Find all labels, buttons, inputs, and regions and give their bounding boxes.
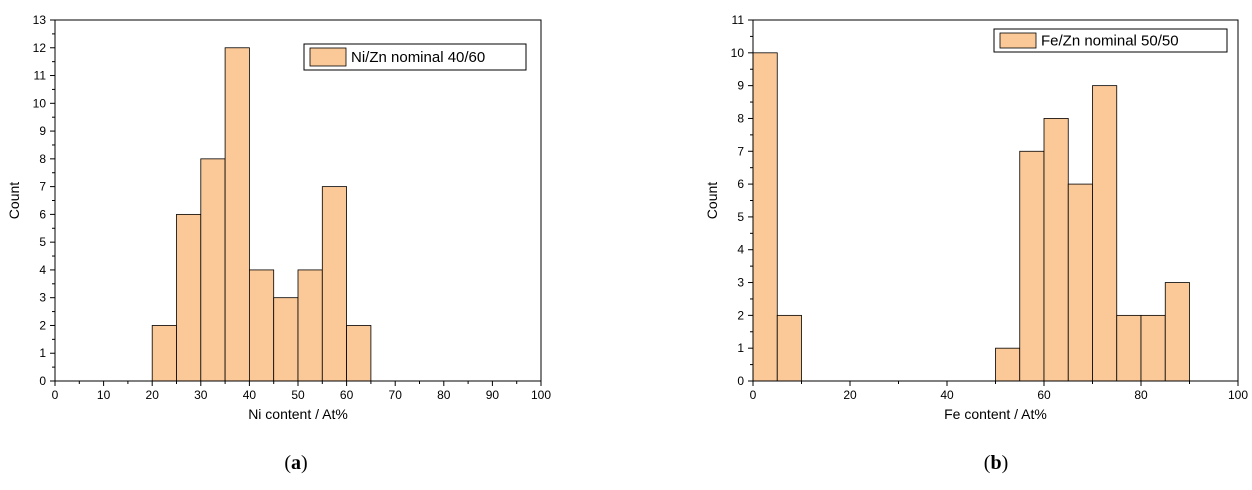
y-tick-label: 1 — [39, 346, 46, 360]
y-tick-label: 5 — [737, 210, 744, 224]
y-tick-label: 12 — [33, 41, 47, 55]
x-tick-label: 80 — [437, 388, 451, 402]
y-tick-label: 9 — [39, 124, 46, 138]
y-tick-label: 4 — [737, 243, 744, 257]
histogram-bar — [1140, 314, 1166, 382]
y-axis-label: Count — [6, 182, 22, 219]
legend-label: Ni/Zn nominal 40/60 — [351, 49, 485, 66]
x-tick-label: 20 — [843, 388, 857, 402]
y-tick-label: 11 — [732, 13, 745, 27]
y-tick-label: 5 — [39, 235, 46, 249]
histogram-bar — [776, 314, 802, 382]
y-tick-label: 0 — [39, 374, 46, 388]
legend-swatch — [999, 32, 1037, 49]
x-tick-label: 10 — [97, 388, 111, 402]
histogram-bar — [151, 325, 177, 382]
y-tick-label: 10 — [33, 96, 47, 110]
y-tick-label: 6 — [39, 207, 46, 221]
histogram-bar — [346, 325, 372, 382]
histogram-bar — [1067, 183, 1093, 382]
y-axis-label: Count — [704, 182, 720, 219]
y-tick-label: 4 — [39, 263, 46, 277]
x-axis-label: Ni content / At% — [248, 406, 348, 422]
y-tick-label: 7 — [737, 144, 744, 158]
y-tick-label: 3 — [737, 276, 744, 290]
y-tick-label: 1 — [737, 341, 744, 355]
histogram-bar — [200, 158, 226, 382]
y-tick-label: 8 — [737, 111, 744, 125]
panel-label-b: (b) — [983, 452, 1009, 474]
histogram-bar — [995, 347, 1021, 382]
histogram-bar — [1019, 150, 1045, 382]
y-tick-label: 10 — [731, 46, 745, 60]
histogram-bar — [1043, 118, 1069, 382]
histogram-bar — [248, 269, 275, 382]
x-tick-label: 0 — [750, 388, 757, 402]
chart-b: 0 20 40 60 80 100 0 1 2 3 4 5 6 7 8 9 10 11 Fe content / A… — [704, 13, 1248, 422]
histogram-bar — [297, 269, 323, 382]
x-tick-label: 60 — [1037, 388, 1051, 402]
histogram-bar — [321, 186, 347, 382]
histogram-bar — [224, 47, 250, 382]
x-tick-label: 90 — [486, 388, 500, 402]
y-tick-label: 2 — [39, 318, 46, 332]
x-tick-label: 80 — [1134, 388, 1148, 402]
x-tick-label: 40 — [940, 388, 954, 402]
x-axis-label: Fe content / At% — [944, 406, 1047, 422]
x-tick-label: 20 — [146, 388, 160, 402]
x-tick-label: 100 — [1228, 388, 1248, 402]
y-tick-label: 6 — [737, 177, 744, 191]
x-tick-label: 70 — [389, 388, 403, 402]
legend-swatch — [309, 47, 347, 67]
histogram-bar — [1164, 282, 1190, 382]
y-tick-label: 0 — [737, 374, 744, 388]
x-tick-label: 0 — [52, 388, 59, 402]
y-tick-label: 8 — [39, 152, 46, 166]
histogram-bar — [1116, 314, 1142, 382]
chart-a: 0 10 20 30 40 50 60 70 80 90 100012345678910111213… — [6, 13, 551, 422]
panel-label-a: (a) — [284, 452, 308, 474]
x-tick-label: 50 — [291, 388, 305, 402]
y-tick-label: 3 — [39, 291, 46, 305]
histogram-bar — [176, 213, 202, 382]
y-tick-label: 9 — [737, 79, 744, 93]
x-tick-label: 30 — [194, 388, 208, 402]
x-tick-label: 40 — [243, 388, 257, 402]
legend-label: Fe/Zn nominal 50/50 — [1041, 33, 1179, 50]
legend-box — [993, 28, 1228, 53]
histogram-bar — [273, 297, 299, 382]
histogram-bar — [1092, 85, 1118, 382]
x-tick-label: 100 — [531, 388, 551, 402]
histogram-bar — [752, 52, 778, 382]
y-tick-label: 7 — [39, 180, 46, 194]
y-tick-label: 2 — [737, 308, 744, 322]
y-tick-label: 13 — [33, 13, 47, 27]
x-tick-label: 60 — [340, 388, 354, 402]
y-tick-label: 11 — [34, 69, 47, 83]
